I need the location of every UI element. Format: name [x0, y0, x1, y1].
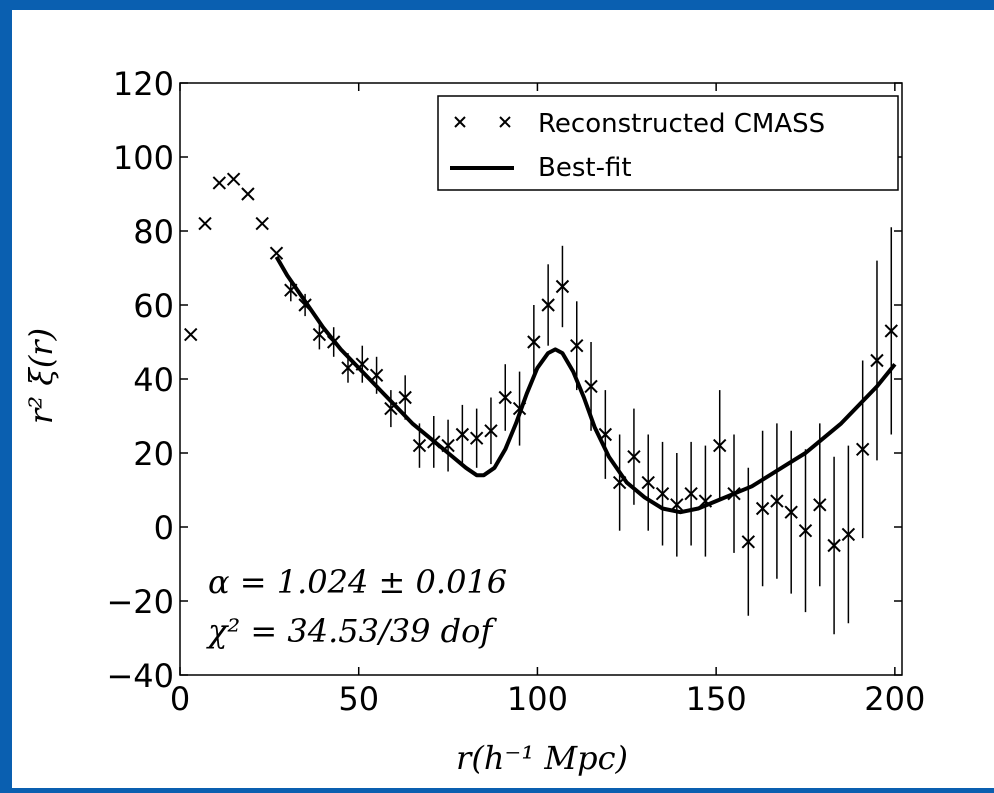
data-point-marker — [627, 449, 641, 464]
data-point-marker — [527, 335, 541, 349]
data-point-marker — [798, 523, 813, 538]
data-point-marker — [455, 427, 470, 442]
data-point-marker — [484, 424, 498, 438]
legend-box — [437, 95, 899, 191]
data-point-marker — [598, 427, 613, 442]
data-point-marker — [241, 187, 255, 201]
data-point-marker — [412, 438, 427, 453]
data-point-marker — [369, 368, 384, 383]
data-point-marker — [741, 535, 756, 549]
data-point-marker — [713, 438, 727, 453]
y-tick-label: −40 — [106, 657, 174, 695]
data-point-marker — [398, 390, 412, 405]
data-point-marker — [355, 357, 369, 371]
data-point-marker — [312, 327, 327, 342]
data-point-marker — [870, 353, 884, 368]
data-point-marker — [570, 338, 584, 353]
y-tick-label: −20 — [106, 583, 174, 621]
data-point-marker — [584, 379, 598, 394]
data-point-marker — [541, 298, 555, 312]
data-point-marker — [813, 498, 827, 512]
data-point-marker — [770, 494, 784, 508]
legend-label-points: Reconstructed CMASS — [538, 109, 825, 139]
data-point-marker — [612, 475, 627, 490]
correlation-function-chart: −40 −20 0 20 40 60 80 100 120 0 50 100 150 200 r² ξ(r… — [22, 65, 925, 777]
x-tick-label: 150 — [686, 680, 747, 718]
data-point-marker — [184, 327, 198, 342]
x-axis-label: r(h⁻¹ Mpc) — [456, 739, 628, 777]
alpha-annotation: α = 1.024 ± 0.016 — [208, 563, 507, 601]
best-fit-line — [274, 255, 897, 515]
data-point-marker — [670, 498, 684, 512]
data-point-marker — [498, 390, 512, 405]
data-point-marker — [255, 216, 269, 231]
x-tick-label: 200 — [864, 680, 925, 718]
data-point-marker — [855, 442, 870, 457]
x-tick-label: 50 — [338, 680, 379, 718]
data-point-marker — [512, 401, 527, 416]
x-tick-label: 100 — [507, 680, 568, 718]
data-point-marker — [198, 216, 212, 231]
legend-marker-points — [454, 116, 511, 128]
data-point-marker — [884, 324, 898, 338]
data-point-marker — [326, 335, 341, 349]
chi2-annotation: χ² = 34.53/39 dof — [206, 612, 497, 650]
y-tick-label: 80 — [133, 213, 174, 251]
data-point-marker — [284, 283, 298, 297]
y-tick-label: 20 — [133, 435, 174, 473]
data-point-marker — [555, 279, 570, 294]
legend: Reconstructed CMASS Best-fit — [437, 95, 899, 191]
data-point-marker — [269, 246, 284, 260]
y-tick-label: 100 — [113, 139, 174, 177]
slide-canvas: −40 −20 0 20 40 60 80 100 120 0 50 100 150 200 r² ξ(r… — [12, 10, 994, 788]
data-point-marker — [384, 401, 398, 416]
data-point-marker — [341, 361, 355, 375]
data-point-marker — [641, 475, 655, 490]
data-point-marker — [755, 501, 770, 516]
data-point-marker — [655, 486, 670, 501]
data-point-marker — [684, 486, 698, 501]
data-point-marker — [298, 298, 312, 312]
y-tick-label: 120 — [113, 65, 174, 103]
y-tick-label: 60 — [133, 287, 174, 325]
data-point-marker — [698, 494, 713, 508]
data-point-marker — [727, 486, 741, 501]
data-point-marker — [441, 438, 455, 453]
data-point-marker — [784, 505, 798, 519]
data-point-marker — [827, 538, 841, 553]
data-point-marker — [226, 172, 241, 186]
data-point-marker — [469, 431, 484, 445]
data-point-marker — [841, 527, 856, 542]
y-tick-label: 40 — [133, 361, 174, 399]
data-point-marker — [212, 176, 227, 190]
x-tick-label: 0 — [170, 680, 190, 718]
y-tick-label: 0 — [154, 509, 174, 547]
data-point-marker — [427, 435, 441, 449]
y-axis-label: r² ξ(r) — [22, 328, 60, 424]
legend-label-line: Best-fit — [538, 153, 632, 183]
